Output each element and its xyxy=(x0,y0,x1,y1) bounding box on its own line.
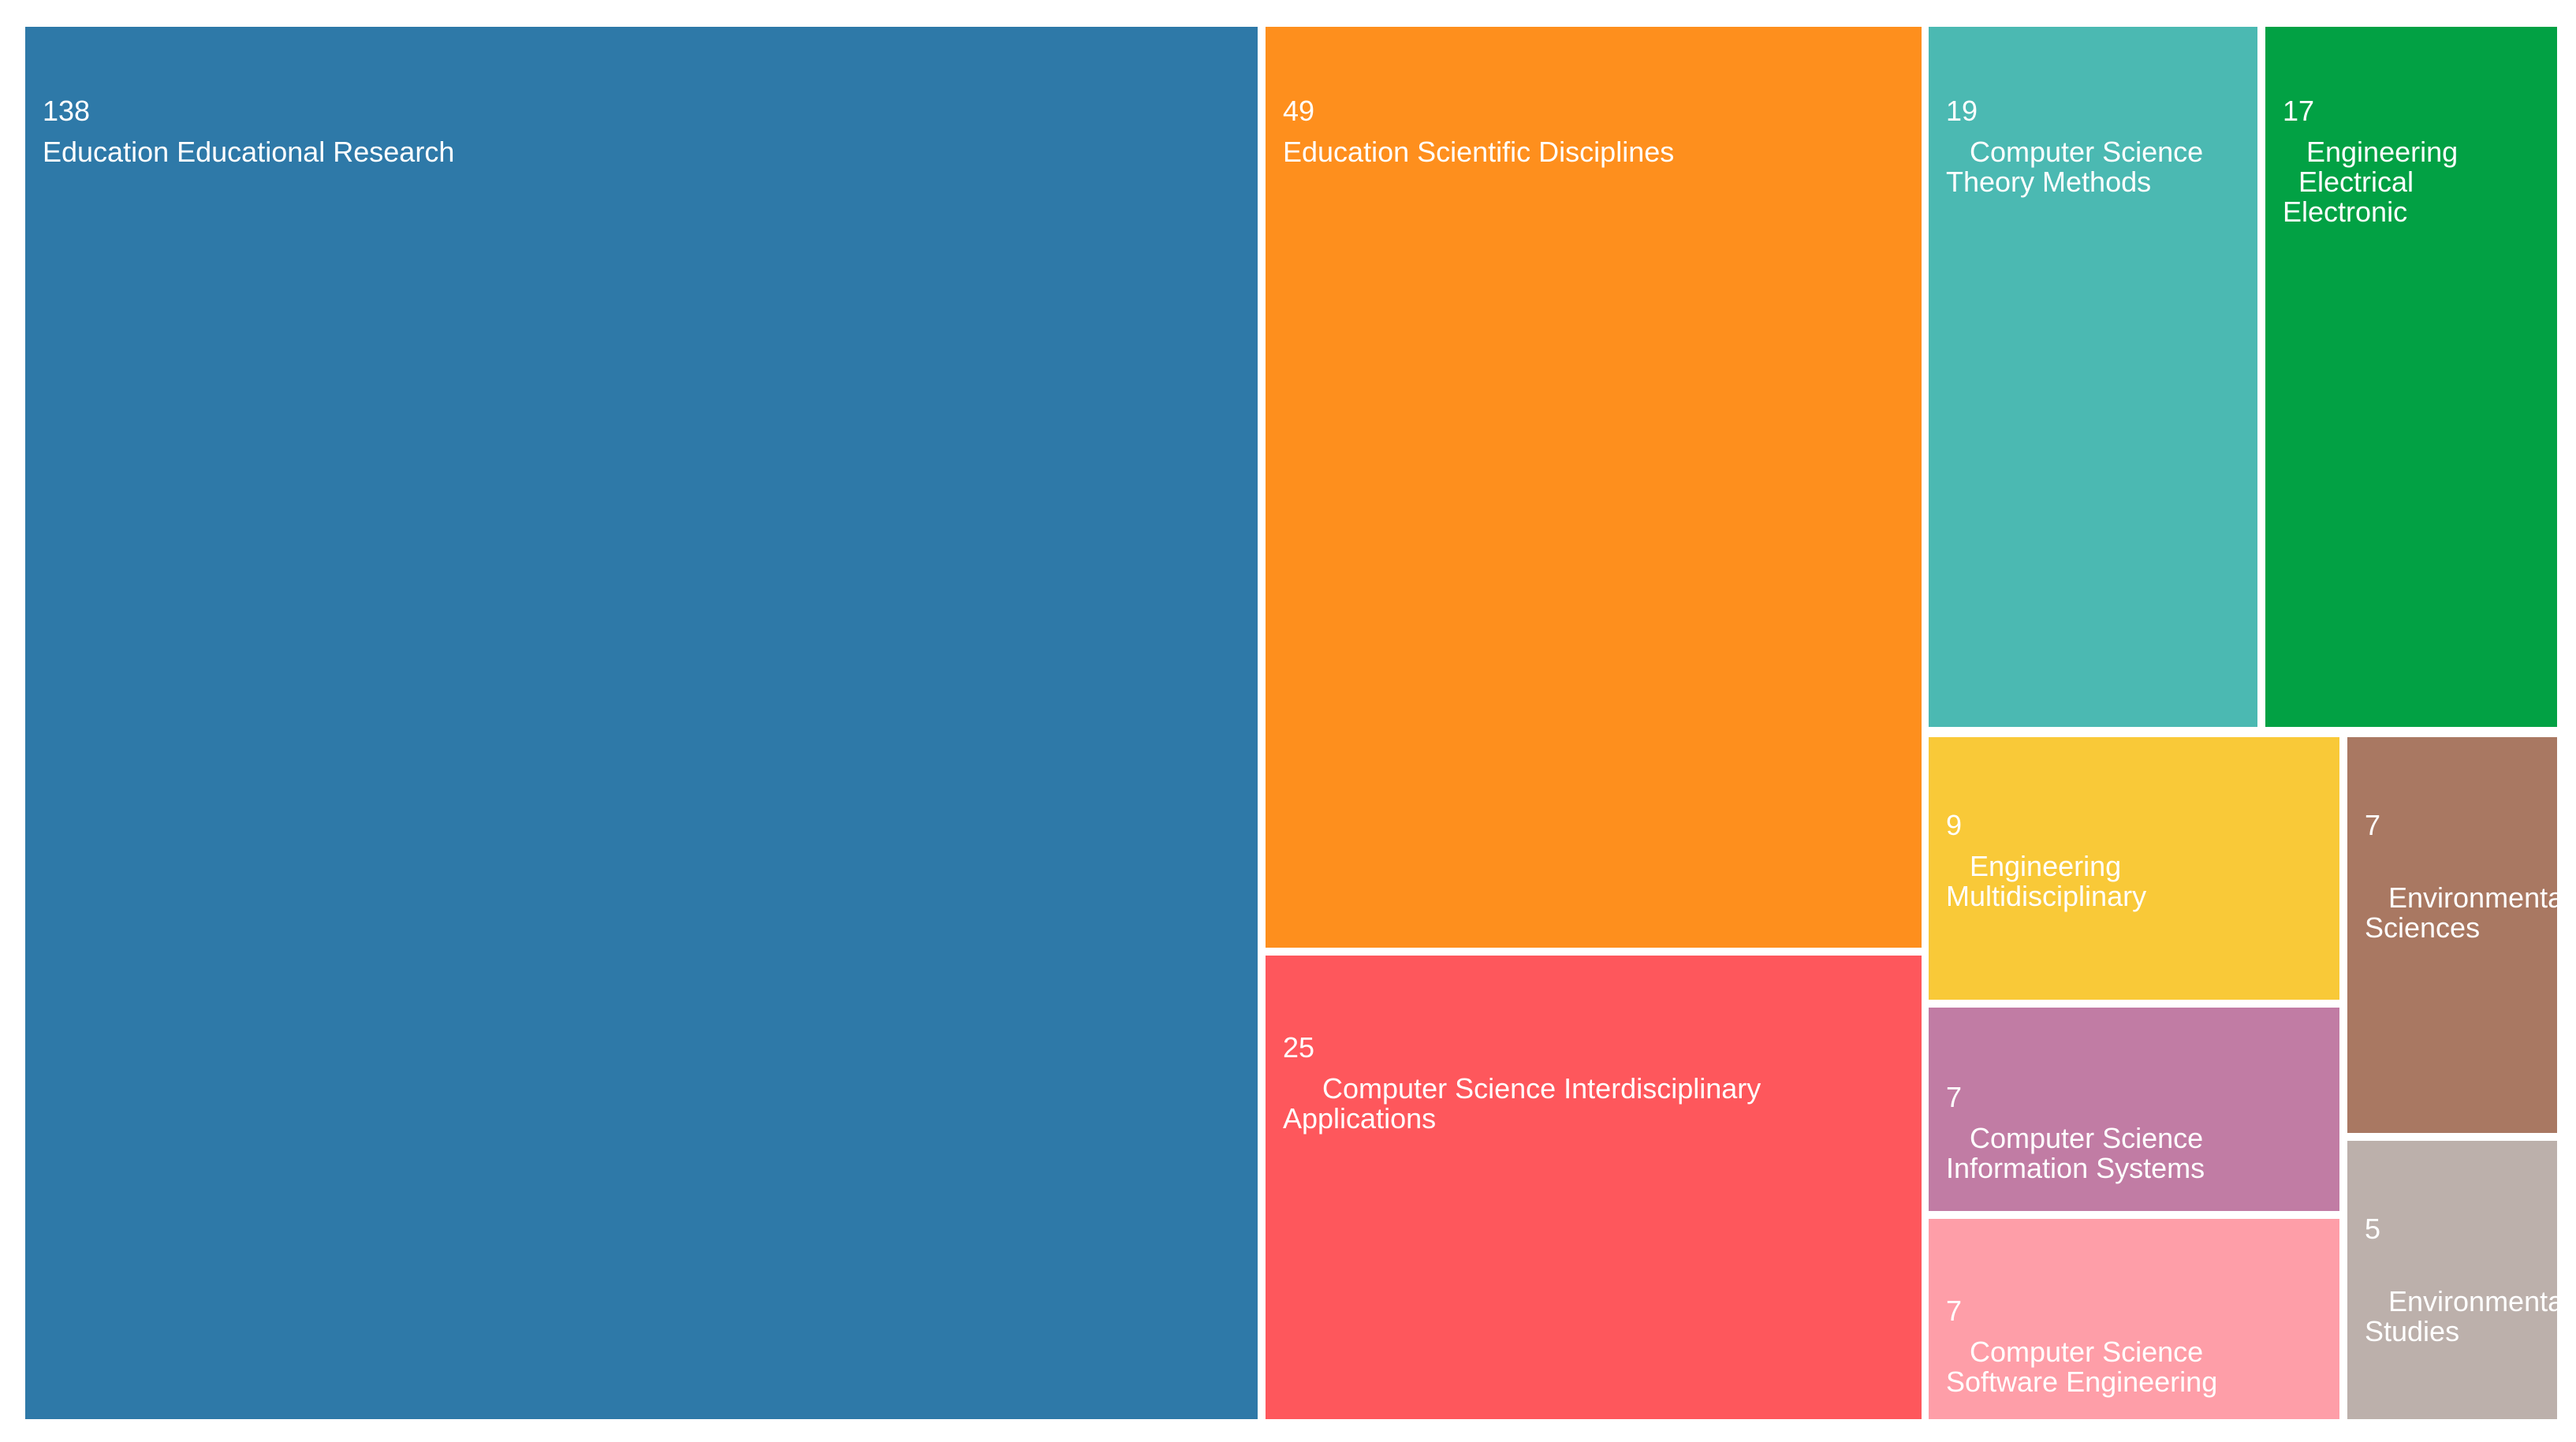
tile-category-label: Education Educational Research xyxy=(43,136,455,168)
treemap-tile: 5 Environmental Studies xyxy=(2347,1141,2557,1419)
treemap-tile: 17 Engineering Electrical Electronic xyxy=(2265,27,2557,727)
tile-value-label: 19 xyxy=(1946,95,1978,127)
tile-category-label: Computer Science Information Systems xyxy=(1946,1122,2205,1184)
tile-category-label: Environmental Sciences xyxy=(2365,881,2557,944)
treemap-tile: 9 Engineering Multidisciplinary xyxy=(1929,737,2339,1000)
tile-value-label: 7 xyxy=(2365,809,2381,841)
treemap-tile: 19 Computer Science Theory Methods xyxy=(1929,27,2257,727)
tile-category-label: Engineering Electrical Electronic xyxy=(2283,136,2459,228)
treemap-tile: 49 Education Scientific Disciplines xyxy=(1266,27,1922,948)
treemap-tile: 138 Education Educational Research xyxy=(25,27,1258,1419)
tile-value-label: 25 xyxy=(1283,1031,1315,1064)
tile-value-label: 49 xyxy=(1283,95,1315,127)
tile-category-label: Engineering Multidisciplinary xyxy=(1946,850,2147,912)
tile-category-label: Education Scientific Disciplines xyxy=(1283,136,1675,168)
treemap-tile: 7 Computer Science Information Systems xyxy=(1929,1008,2339,1211)
treemap-tile: 7 Environmental Sciences xyxy=(2347,737,2557,1133)
tile-value-label: 5 xyxy=(2365,1213,2381,1245)
tile-value-label: 7 xyxy=(1946,1295,1963,1327)
tile-category-label: Computer Science Software Engineering xyxy=(1946,1336,2218,1398)
tile-category-label: Environmental Studies xyxy=(2365,1285,2557,1347)
tile-value-label: 138 xyxy=(43,95,91,127)
treemap-tile: 25 Computer Science Interdisciplinary Ap… xyxy=(1266,956,1922,1419)
tile-value-label: 17 xyxy=(2283,95,2315,127)
tile-category-label: Computer Science Interdisciplinary Appli… xyxy=(1283,1072,1761,1135)
treemap-tile: 7 Computer Science Software Engineering xyxy=(1929,1219,2339,1419)
tile-value-label: 7 xyxy=(1946,1081,1963,1113)
tile-category-label: Computer Science Theory Methods xyxy=(1946,136,2204,198)
tile-value-label: 9 xyxy=(1946,809,1963,841)
